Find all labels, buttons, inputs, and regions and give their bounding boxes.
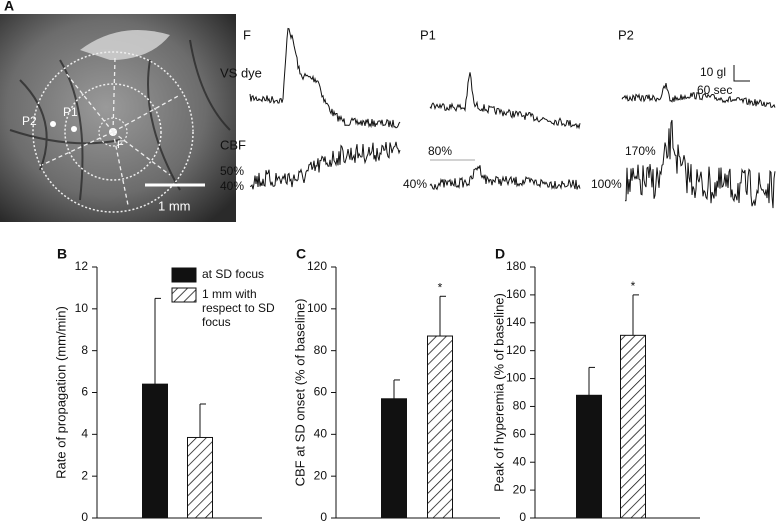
trace <box>429 72 581 130</box>
y-axis-title: CBF at SD onset (% of baseline) <box>292 299 307 487</box>
significance: * <box>438 280 443 294</box>
legend-swatch <box>171 287 197 303</box>
photo-label: P2 <box>22 114 37 128</box>
bar <box>427 335 453 519</box>
y-tick-label: 40 <box>513 454 527 468</box>
bar <box>381 398 407 519</box>
y-tick-label: 0 <box>320 510 327 524</box>
y-tick-label: 6 <box>81 385 88 399</box>
trace <box>429 165 581 191</box>
panel-label: D <box>495 246 505 262</box>
significance: * <box>631 279 636 293</box>
y-tick-label: 100 <box>307 301 327 315</box>
y-tick-label: 60 <box>513 427 527 441</box>
y-axis-title: Peak of hyperemia (% of baseline) <box>491 293 506 492</box>
y-tick-label: 160 <box>506 287 526 301</box>
y-tick-label: 80 <box>513 399 527 413</box>
trace <box>249 141 401 190</box>
trace <box>624 119 776 209</box>
legend-swatch <box>171 267 197 283</box>
photo <box>0 14 236 222</box>
y-tick-label: 60 <box>314 385 328 399</box>
cbf-level: 40% <box>403 177 427 191</box>
cbf-level: 170% <box>625 144 656 158</box>
y-tick-label: 40 <box>314 427 328 441</box>
bar <box>142 383 168 519</box>
row-label: CBF <box>220 137 246 152</box>
scale-label: 60 sec <box>697 83 732 97</box>
bar <box>576 394 602 519</box>
cbf-level: 50% <box>220 164 244 178</box>
y-tick-label: 4 <box>81 427 88 441</box>
y-tick-label: 20 <box>513 482 527 496</box>
column-label: P2 <box>618 27 634 42</box>
y-tick-label: 120 <box>506 343 526 357</box>
cbf-level: 100% <box>591 177 622 191</box>
y-tick-label: 100 <box>506 371 526 385</box>
y-tick-label: 20 <box>314 468 328 482</box>
y-axis-title: Rate of propagation (mm/min) <box>53 306 68 479</box>
bar <box>187 436 213 519</box>
y-tick-label: 0 <box>81 510 88 524</box>
y-tick-label: 180 <box>506 259 526 273</box>
cbf-level: 80% <box>428 144 452 158</box>
panel-label: A <box>4 0 14 14</box>
legend-label: at SD focus <box>202 267 264 281</box>
y-tick-label: 0 <box>519 510 526 524</box>
y-tick-label: 10 <box>75 301 89 315</box>
column-label: F <box>243 27 251 42</box>
row-label: VS dye <box>220 65 262 80</box>
scale-bar <box>733 65 750 82</box>
bar <box>620 334 646 519</box>
y-tick-label: 80 <box>314 343 328 357</box>
scale-label: 10 gl <box>700 65 726 79</box>
trace <box>621 83 776 108</box>
photo-label: P1 <box>63 105 78 119</box>
y-tick-label: 140 <box>506 315 526 329</box>
y-tick-label: 12 <box>75 259 89 273</box>
y-tick-label: 2 <box>81 468 88 482</box>
trace <box>249 27 401 129</box>
scale-bar-label: 1 mm <box>158 198 191 213</box>
panel-label: B <box>57 246 67 262</box>
cbf-level: 40% <box>220 179 244 193</box>
legend-label: 1 mm with respect to SD focus <box>202 287 275 329</box>
y-tick-label: 8 <box>81 343 88 357</box>
y-tick-label: 120 <box>307 259 327 273</box>
panel-label: C <box>296 246 306 262</box>
photo-label: F <box>117 139 124 151</box>
column-label: P1 <box>420 27 436 42</box>
